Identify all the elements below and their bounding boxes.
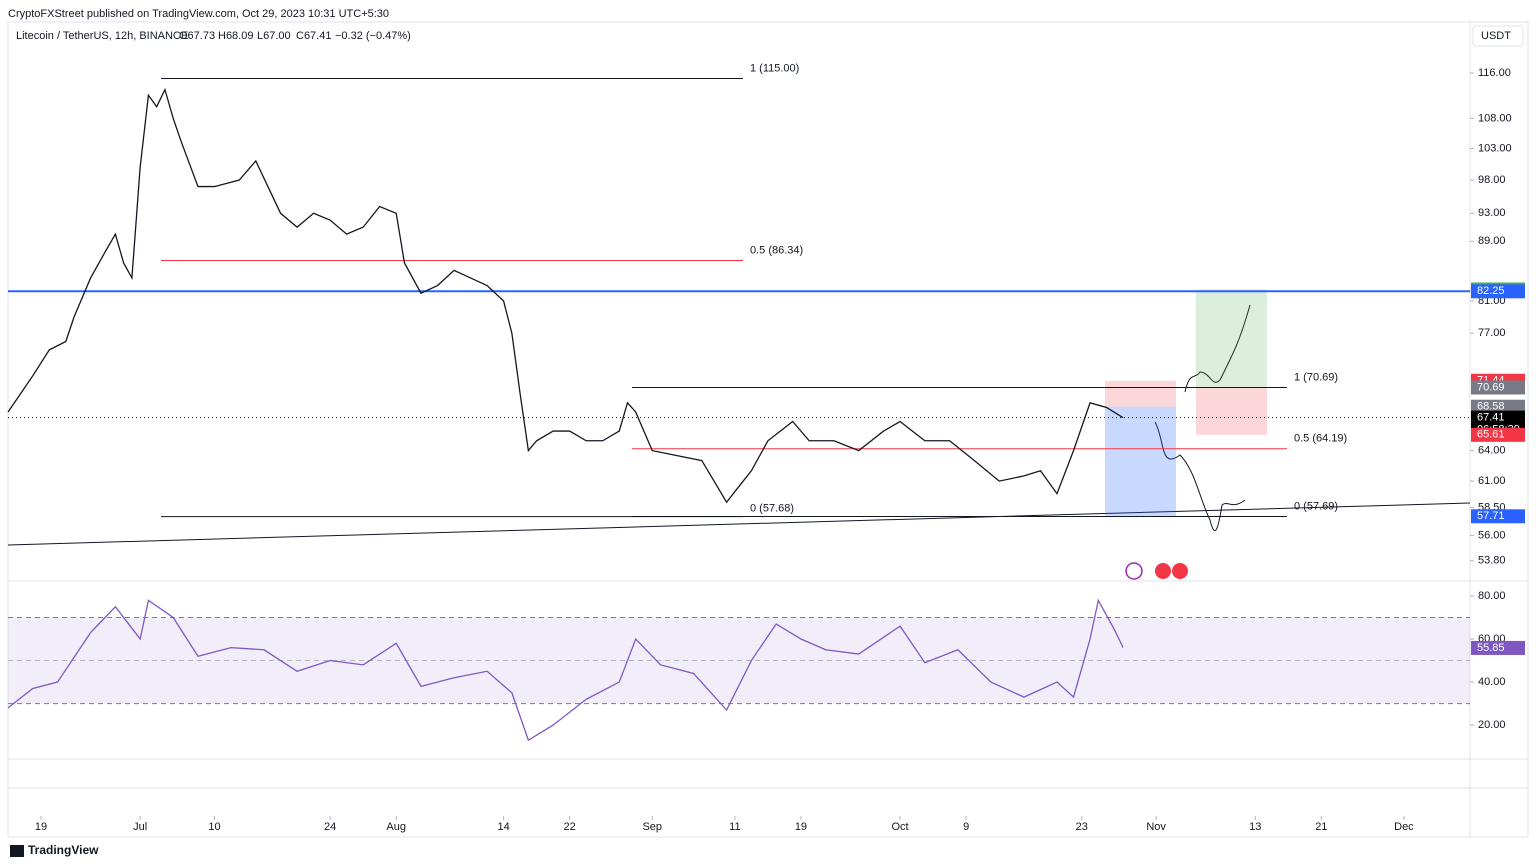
fib-label: 0 (57.69) [1294,500,1338,512]
y-tick-label: 64.00 [1478,445,1506,457]
price-badge [1471,284,1525,299]
y-tick-label: 40.00 [1478,676,1506,688]
x-tick-label: Aug [386,821,406,833]
x-tick-label: Dec [1394,821,1414,833]
x-tick-label: Jul [133,821,147,833]
symbol: Litecoin / TetherUS, 12h, BINANCE [16,30,188,42]
publisher: CryptoFXStreet published on TradingView.… [8,8,390,20]
x-tick-label: 21 [1315,821,1327,833]
ohlc-high: H68.09 [218,30,253,42]
y-tick-label: 116.00 [1478,67,1511,79]
forecast-up [1184,304,1251,393]
long-target [1196,289,1267,388]
fib-label: 1 (115.00) [750,62,799,74]
y-tick-label: 77.00 [1478,327,1506,339]
y-tick-label: 93.00 [1478,207,1506,219]
x-tick-label: 14 [497,821,509,833]
fib-label: 0 (57.68) [750,503,794,515]
price-badge [1471,509,1525,524]
x-tick-label: 23 [1076,821,1088,833]
event-icon[interactable] [1155,563,1171,579]
short-target [1105,406,1176,517]
price-badge [1471,427,1525,442]
short-stop [1105,380,1176,407]
price-badge-label: 65.61 [1477,429,1505,441]
x-tick-label: 22 [564,821,576,833]
rsi-badge-label: 55.85 [1477,642,1505,654]
price-badge-label: 67.41 [1477,412,1505,424]
x-tick-label: 19 [795,821,807,833]
price-badge-label: 70.69 [1477,381,1505,393]
y-tick-label: 53.80 [1478,555,1506,567]
series-line [7,87,1124,504]
x-tick-label: 24 [324,821,336,833]
x-tick-label: 19 [35,821,47,833]
currency-button[interactable] [1472,25,1524,47]
event-icon[interactable] [1125,562,1143,580]
y-tick-label: 108.00 [1478,112,1512,124]
event-icon[interactable] [1172,563,1188,579]
y-tick-label: 61.00 [1478,475,1506,487]
series-line [7,598,1124,742]
x-tick-label: Oct [892,821,909,833]
ohlc-close: C67.41 [296,30,331,42]
y-tick-label: 56.00 [1478,529,1506,541]
y-tick-label: 20.00 [1478,719,1506,731]
y-tick-label: 98.00 [1478,174,1506,186]
x-tick-label: 10 [208,821,220,833]
long-stop [1196,387,1267,435]
frame [7,21,1529,838]
rsi-badge [1471,640,1525,655]
ohlc-change: −0.32 (−0.47%) [335,30,411,42]
fib-label: 1 (70.69) [1294,371,1338,383]
price-badge [1471,399,1525,414]
logo [10,845,24,857]
trendline [7,502,1471,546]
fib-label: 0.5 (64.19) [1294,433,1347,445]
brand: TradingView [28,843,99,857]
x-tick-label: Nov [1146,821,1166,833]
price-badge-label: 82.25 [1477,285,1505,297]
x-tick-label: 11 [729,821,740,833]
y-tick-label: 89.00 [1478,235,1506,247]
ohlc-open: O67.73 [179,30,215,42]
currency: USDT [1481,30,1511,42]
fib-label: 0.5 (86.34) [750,244,803,256]
x-tick-label: Sep [642,821,662,833]
price-badge-label: 68.58 [1477,401,1505,413]
y-tick-label: 80.00 [1478,590,1506,602]
price-badge-label: 57.71 [1477,510,1505,522]
y-tick-label: 103.00 [1478,142,1512,154]
x-tick-label: 13 [1249,821,1261,833]
price-badge [1471,380,1525,395]
ohlc-low: L67.00 [257,30,291,42]
forecast-down [1154,421,1246,532]
x-tick-label: 9 [963,821,969,833]
